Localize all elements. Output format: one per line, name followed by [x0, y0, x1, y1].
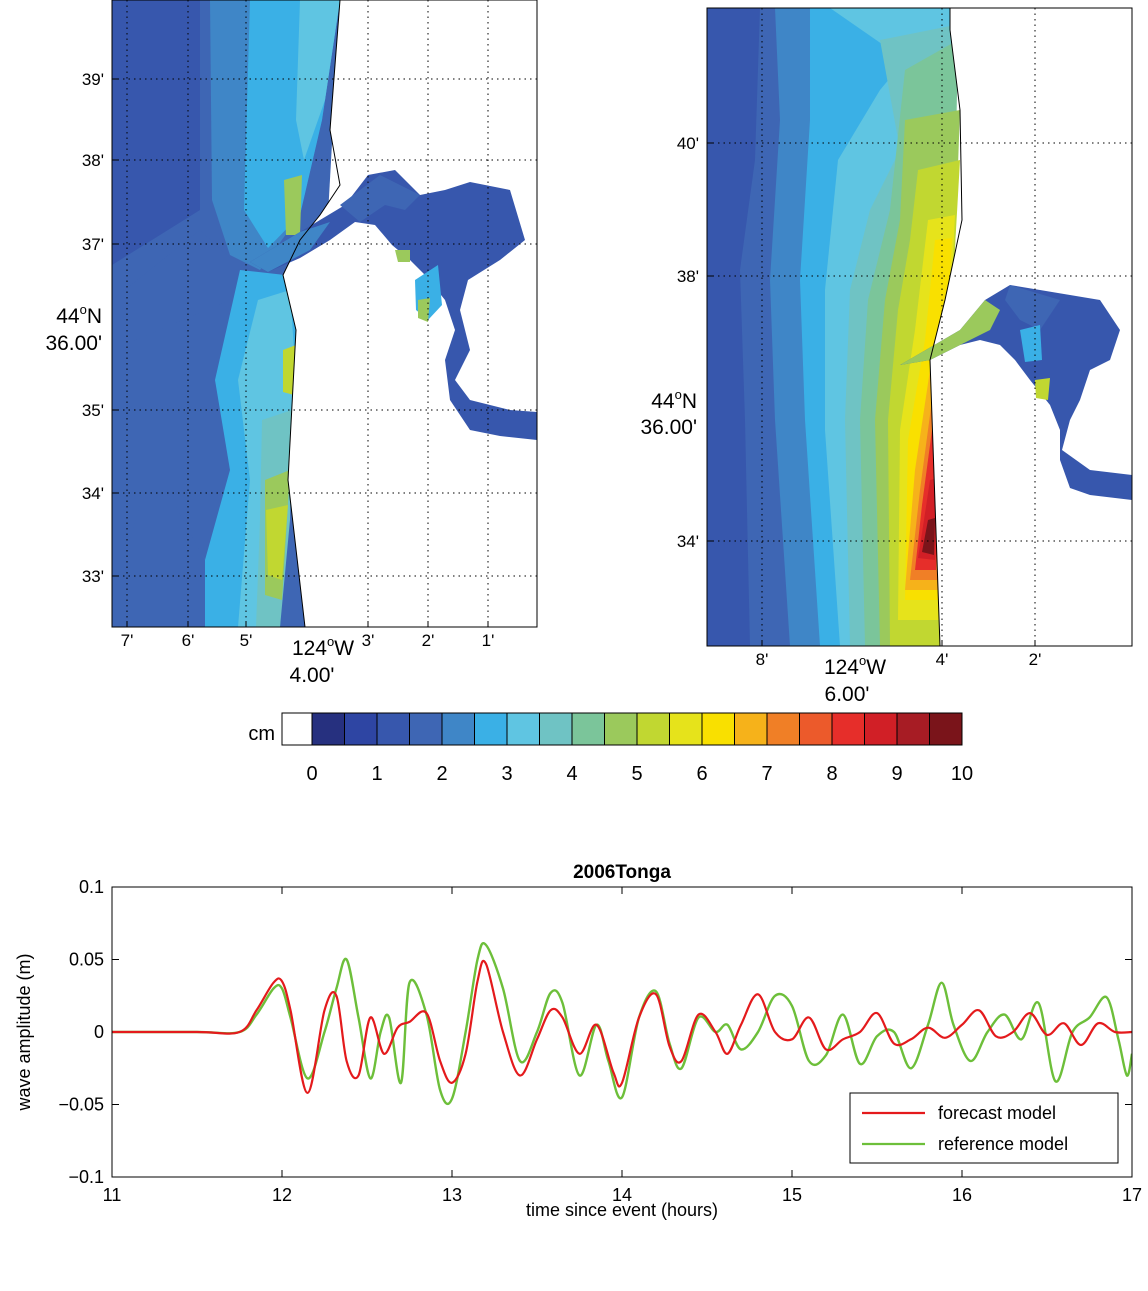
- colorbar-cell: [929, 712, 963, 746]
- left-map-lon-minutes: 4.00': [290, 664, 335, 687]
- left-map-field: [112, 0, 537, 627]
- right-map-lon-tick-label: 8': [756, 650, 769, 669]
- colorbar-cell: [701, 712, 735, 746]
- y-tick-label: −0.1: [68, 1167, 104, 1187]
- colorbar-cells: [281, 712, 963, 746]
- colorbar-cell: [831, 712, 865, 746]
- left-map-lat-label: 44oN: [56, 302, 102, 328]
- y-axis-label: wave amplitude (m): [14, 953, 34, 1111]
- colorbar-cell: [344, 712, 378, 746]
- right-map-lon-minutes: 6.00': [825, 683, 870, 706]
- right-map-lat-minutes: 36.00': [640, 416, 697, 439]
- colorbar-cell: [604, 712, 638, 746]
- right-map-lon-tick-label: 2': [1029, 650, 1042, 669]
- right-map-lon-label: 124oW: [824, 653, 886, 679]
- left-map-lon-tick-label: 5': [240, 631, 253, 650]
- right-map-lat-tick-label: 38': [677, 267, 699, 286]
- right-map-grid: [707, 8, 1132, 646]
- left-map-lat-tick-label: 38': [82, 151, 104, 170]
- colorbar-label: 0: [306, 763, 317, 785]
- right-map-ticks: 40' 38' 34' 8' 4' 2': [677, 134, 1042, 669]
- x-tick-label: 14: [612, 1185, 632, 1205]
- colorbar-label: 3: [501, 763, 512, 785]
- colorbar-label: 5: [631, 763, 642, 785]
- colorbar-label: 7: [761, 763, 772, 785]
- left-map-lat-tick-label: 37': [82, 235, 104, 254]
- left-map-lat-tick-label: 35': [82, 401, 104, 420]
- x-tick-label: 15: [782, 1185, 802, 1205]
- right-map-lat-tick-label: 34': [677, 532, 699, 551]
- right-map-lon-tick-label: 4': [936, 650, 949, 669]
- left-map-lon-label: 124oW: [292, 634, 354, 660]
- left-map-lon-tick-label: 7': [121, 631, 134, 650]
- colorbar-cell: [799, 712, 833, 746]
- colorbar-labels: 0 1 2 3 4 5 6 7 8 9 10: [306, 763, 973, 785]
- colorbar-cell: [409, 712, 443, 746]
- x-tick-label: 11: [103, 1185, 122, 1205]
- x-axis-label: time since event (hours): [526, 1200, 718, 1220]
- chart-ticks: 11 12 13 14 15 16 17 0.1 0.05 0 −0.05 −0.1: [58, 877, 1142, 1205]
- colorbar-cell: [281, 712, 313, 746]
- left-map-grid: [112, 0, 537, 627]
- right-map-field: [707, 8, 1132, 646]
- right-map: 40' 38' 34' 8' 4' 2' 44oN 36.00' 124oW 6.00': [640, 7, 1133, 706]
- right-map-lat-label: 44oN: [651, 387, 697, 413]
- colorbar-cell: [376, 712, 410, 746]
- colorbar-cell: [539, 712, 573, 746]
- colorbar-label: 8: [826, 763, 837, 785]
- left-map-lon-tick-label: 2': [422, 631, 435, 650]
- reference-model-line: [112, 942, 1132, 1106]
- colorbar-label: 4: [566, 763, 577, 785]
- left-map-lat-minutes: 36.00': [45, 332, 102, 355]
- colorbar-cell: [766, 712, 800, 746]
- colorbar-label: 2: [436, 763, 447, 785]
- y-tick-label: 0.1: [79, 877, 104, 897]
- colorbar-cell: [311, 712, 345, 746]
- colorbar-cell: [734, 712, 768, 746]
- x-tick-label: 17: [1122, 1185, 1142, 1205]
- colorbar-cell: [864, 712, 898, 746]
- right-map-lat-tick-label: 40': [677, 134, 699, 153]
- y-tick-label: 0.05: [69, 950, 104, 970]
- legend-reference-label: reference model: [938, 1134, 1068, 1154]
- left-map-lat-tick-label: 39': [82, 70, 104, 89]
- legend: forecast model reference model: [849, 1092, 1119, 1164]
- y-tick-label: −0.05: [58, 1095, 104, 1115]
- colorbar-label: 10: [951, 763, 973, 785]
- left-map-ticks: 39' 38' 37' 35' 34' 33' 7' 6' 5' 3' 2' 1': [82, 70, 495, 650]
- forecast-model-line: [112, 959, 1132, 1094]
- legend-forecast-label: forecast model: [938, 1103, 1056, 1123]
- line-chart: 2006Tonga 11 12 13 14 15 16 17 0.1 0.05 0 −0.05 −0.…: [14, 862, 1142, 1220]
- colorbar-cell: [896, 712, 930, 746]
- left-map-lon-tick-label: 1': [482, 631, 495, 650]
- left-map-lon-tick-label: 3': [362, 631, 375, 650]
- chart-title: 2006Tonga: [573, 862, 671, 883]
- colorbar-cell: [669, 712, 703, 746]
- colorbar-label: 1: [371, 763, 382, 785]
- x-tick-label: 12: [272, 1185, 292, 1205]
- colorbar-unit: cm: [248, 723, 275, 745]
- left-map-lat-tick-label: 34': [82, 484, 104, 503]
- colorbar-cell: [636, 712, 670, 746]
- colorbar-cell: [441, 712, 475, 746]
- colorbar-cell: [506, 712, 540, 746]
- colorbar-label: 6: [696, 763, 707, 785]
- colorbar-cell: [571, 712, 605, 746]
- left-map-lon-tick-label: 6': [182, 631, 195, 650]
- x-tick-label: 16: [952, 1185, 972, 1205]
- x-tick-label: 13: [442, 1185, 462, 1205]
- colorbar-cell: [474, 712, 508, 746]
- left-map-lat-tick-label: 33': [82, 567, 104, 586]
- y-tick-label: 0: [94, 1022, 104, 1042]
- colorbar: cm 0 1 2 3 4 5 6 7 8 9 10: [248, 712, 973, 785]
- left-map: 39' 38' 37' 35' 34' 33' 7' 6' 5' 3' 2' 1' 44oN 36.0…: [45, 0, 538, 687]
- colorbar-label: 9: [891, 763, 902, 785]
